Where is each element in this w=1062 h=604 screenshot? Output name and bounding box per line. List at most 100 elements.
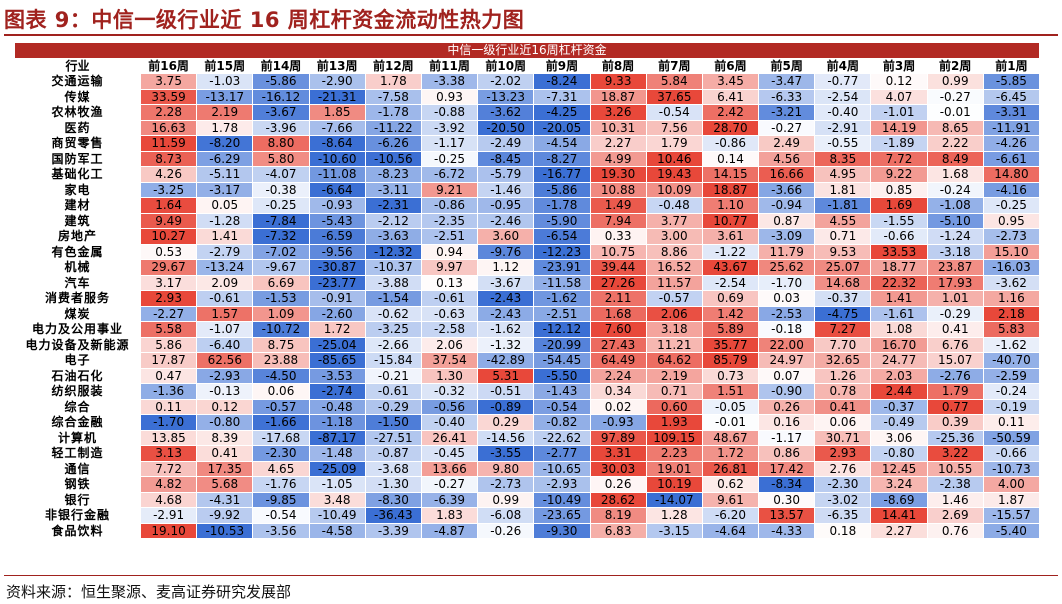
heat-cell: 0.33 <box>589 228 647 245</box>
heat-cell: -11.91 <box>982 119 1041 136</box>
heat-cell: -0.93 <box>308 197 366 214</box>
heat-cell: -8.20 <box>196 135 254 152</box>
heat-cell: 0.03 <box>758 290 816 307</box>
heat-cell: -17.68 <box>252 429 310 446</box>
heat-cell: 1.09 <box>252 305 310 322</box>
heat-cell: -1.66 <box>252 414 310 431</box>
heat-cell: -1.55 <box>870 212 928 229</box>
heat-cell: 7.27 <box>814 321 872 338</box>
heat-cell: -0.40 <box>420 414 479 431</box>
heat-cell: -6.26 <box>364 135 422 152</box>
table-row: 计算机 13.85 8.39 -17.68 -87.17 -27.51 26.41 -14.5… <box>14 429 1041 446</box>
heat-cell: 4.55 <box>814 212 872 229</box>
heat-cell: 10.75 <box>589 243 647 260</box>
heat-cell: -8.27 <box>533 150 591 167</box>
heat-cell: -0.56 <box>420 398 479 415</box>
heat-cell: -3.09 <box>758 228 816 245</box>
table-row: 电子 17.87 62.56 23.88 -85.65 -15.84 37.54 -42.89… <box>14 352 1041 369</box>
heat-cell: -0.91 <box>308 290 366 307</box>
heat-cell: -3.62 <box>477 104 535 121</box>
table-row: 汽车 3.17 2.09 6.69 -23.77 -3.88 0.13 -3.67 -11.58… <box>14 274 1041 291</box>
heat-cell: -4.58 <box>308 522 366 539</box>
heat-cell: 18.77 <box>870 259 928 276</box>
heat-cell: 33.53 <box>870 243 928 260</box>
table-row: 轻工制造 3.13 0.41 -2.30 -1.48 -0.87 -0.45 -3.55 -2.… <box>14 445 1041 462</box>
heat-cell: -6.61 <box>982 150 1041 167</box>
heat-cell: 1.41 <box>196 228 254 245</box>
heat-cell: 0.94 <box>420 243 479 260</box>
industry-label: 石油石化 <box>14 367 141 384</box>
title-rule <box>4 34 1058 36</box>
heat-cell: -3.38 <box>420 73 479 90</box>
heat-cell: -40.70 <box>982 352 1041 369</box>
heat-cell: -0.94 <box>758 197 816 214</box>
heat-cell: -2.30 <box>252 445 310 462</box>
heat-cell: 7.70 <box>814 336 872 353</box>
heat-cell: 0.18 <box>814 522 872 539</box>
heat-cell: 6.69 <box>252 274 310 291</box>
industry-label: 钢铁 <box>14 476 141 493</box>
industry-label: 综合金融 <box>14 414 141 431</box>
heat-cell: 2.93 <box>139 290 198 307</box>
heat-cell: 0.76 <box>926 522 984 539</box>
heat-cell: -0.61 <box>420 290 479 307</box>
table-row: 石油石化 0.47 -2.93 -4.50 -3.53 -0.21 1.30 5.31 -5.5… <box>14 367 1041 384</box>
column-header: 前12周 <box>364 57 422 74</box>
heat-cell: -2.54 <box>814 88 872 105</box>
heat-cell: -2.27 <box>139 305 198 322</box>
heat-cell: -2.91 <box>139 507 198 524</box>
heat-cell: 14.15 <box>701 166 760 183</box>
heat-cell: 3.61 <box>701 228 760 245</box>
heat-cell: -2.49 <box>477 135 535 152</box>
heat-cell: 37.65 <box>645 88 703 105</box>
table-body: 交通运输 3.75 -1.03 -5.86 -2.90 1.78 -3.38 -2.02 -8.… <box>14 73 1041 539</box>
heat-cell: -2.76 <box>926 367 984 384</box>
heatmap-table: 中信一级行业近16周杠杆资金 行业 前16周 前15周 前14周 前13周 前12周 前1… <box>14 42 1041 539</box>
heat-cell: 25.62 <box>758 259 816 276</box>
heat-cell: 0.95 <box>982 212 1041 229</box>
heat-cell: -3.56 <box>252 522 310 539</box>
industry-label: 汽车 <box>14 274 141 291</box>
heat-cell: 5.31 <box>477 367 535 384</box>
industry-label: 银行 <box>14 491 141 508</box>
heat-cell: -1.89 <box>870 135 928 152</box>
source-rule <box>4 575 1058 576</box>
heat-cell: 2.69 <box>926 507 984 524</box>
heat-cell: -2.59 <box>982 367 1041 384</box>
heat-cell: -3.92 <box>420 119 479 136</box>
heat-cell: 4.26 <box>139 166 198 183</box>
heat-cell: -4.26 <box>982 135 1041 152</box>
heat-cell: -1.07 <box>196 321 254 338</box>
heat-cell: 10.19 <box>645 476 703 493</box>
heat-cell: 6.41 <box>701 88 760 105</box>
heat-cell: 5.83 <box>982 321 1041 338</box>
heat-cell: -3.31 <box>982 104 1041 121</box>
heat-cell: -1.53 <box>252 290 310 307</box>
heat-cell: -6.39 <box>420 491 479 508</box>
heat-cell: 1.85 <box>308 104 366 121</box>
heat-cell: 27.26 <box>589 274 647 291</box>
heat-cell: 0.06 <box>814 414 872 431</box>
heat-cell: -8.34 <box>758 476 816 493</box>
heat-cell: 10.88 <box>589 181 647 198</box>
figure-title: 图表 9：中信一级行业近 16 周杠杆资金流动性热力图 <box>4 8 525 32</box>
heat-cell: -1.81 <box>814 197 872 214</box>
table-row: 通信 7.72 17.35 4.65 -25.09 -3.68 13.66 9.80 -10.6… <box>14 460 1041 477</box>
heat-cell: 28.70 <box>701 119 760 136</box>
heat-cell: -8.30 <box>364 491 422 508</box>
heat-cell: 1.26 <box>814 367 872 384</box>
heat-cell: 16.52 <box>645 259 703 276</box>
heat-cell: 4.65 <box>252 460 310 477</box>
heat-cell: 1.78 <box>364 73 422 90</box>
heat-cell: -14.56 <box>477 429 535 446</box>
heat-cell: -20.99 <box>533 336 591 353</box>
heat-cell: -3.18 <box>926 243 984 260</box>
heat-cell: -3.21 <box>758 104 816 121</box>
heat-cell: 1.81 <box>814 181 872 198</box>
heat-cell: 0.11 <box>139 398 198 415</box>
heat-cell: -0.45 <box>420 445 479 462</box>
heat-cell: -16.77 <box>533 166 591 183</box>
heat-cell: 18.87 <box>701 181 760 198</box>
heat-cell: -16.12 <box>252 88 310 105</box>
heat-cell: 1.79 <box>645 135 703 152</box>
